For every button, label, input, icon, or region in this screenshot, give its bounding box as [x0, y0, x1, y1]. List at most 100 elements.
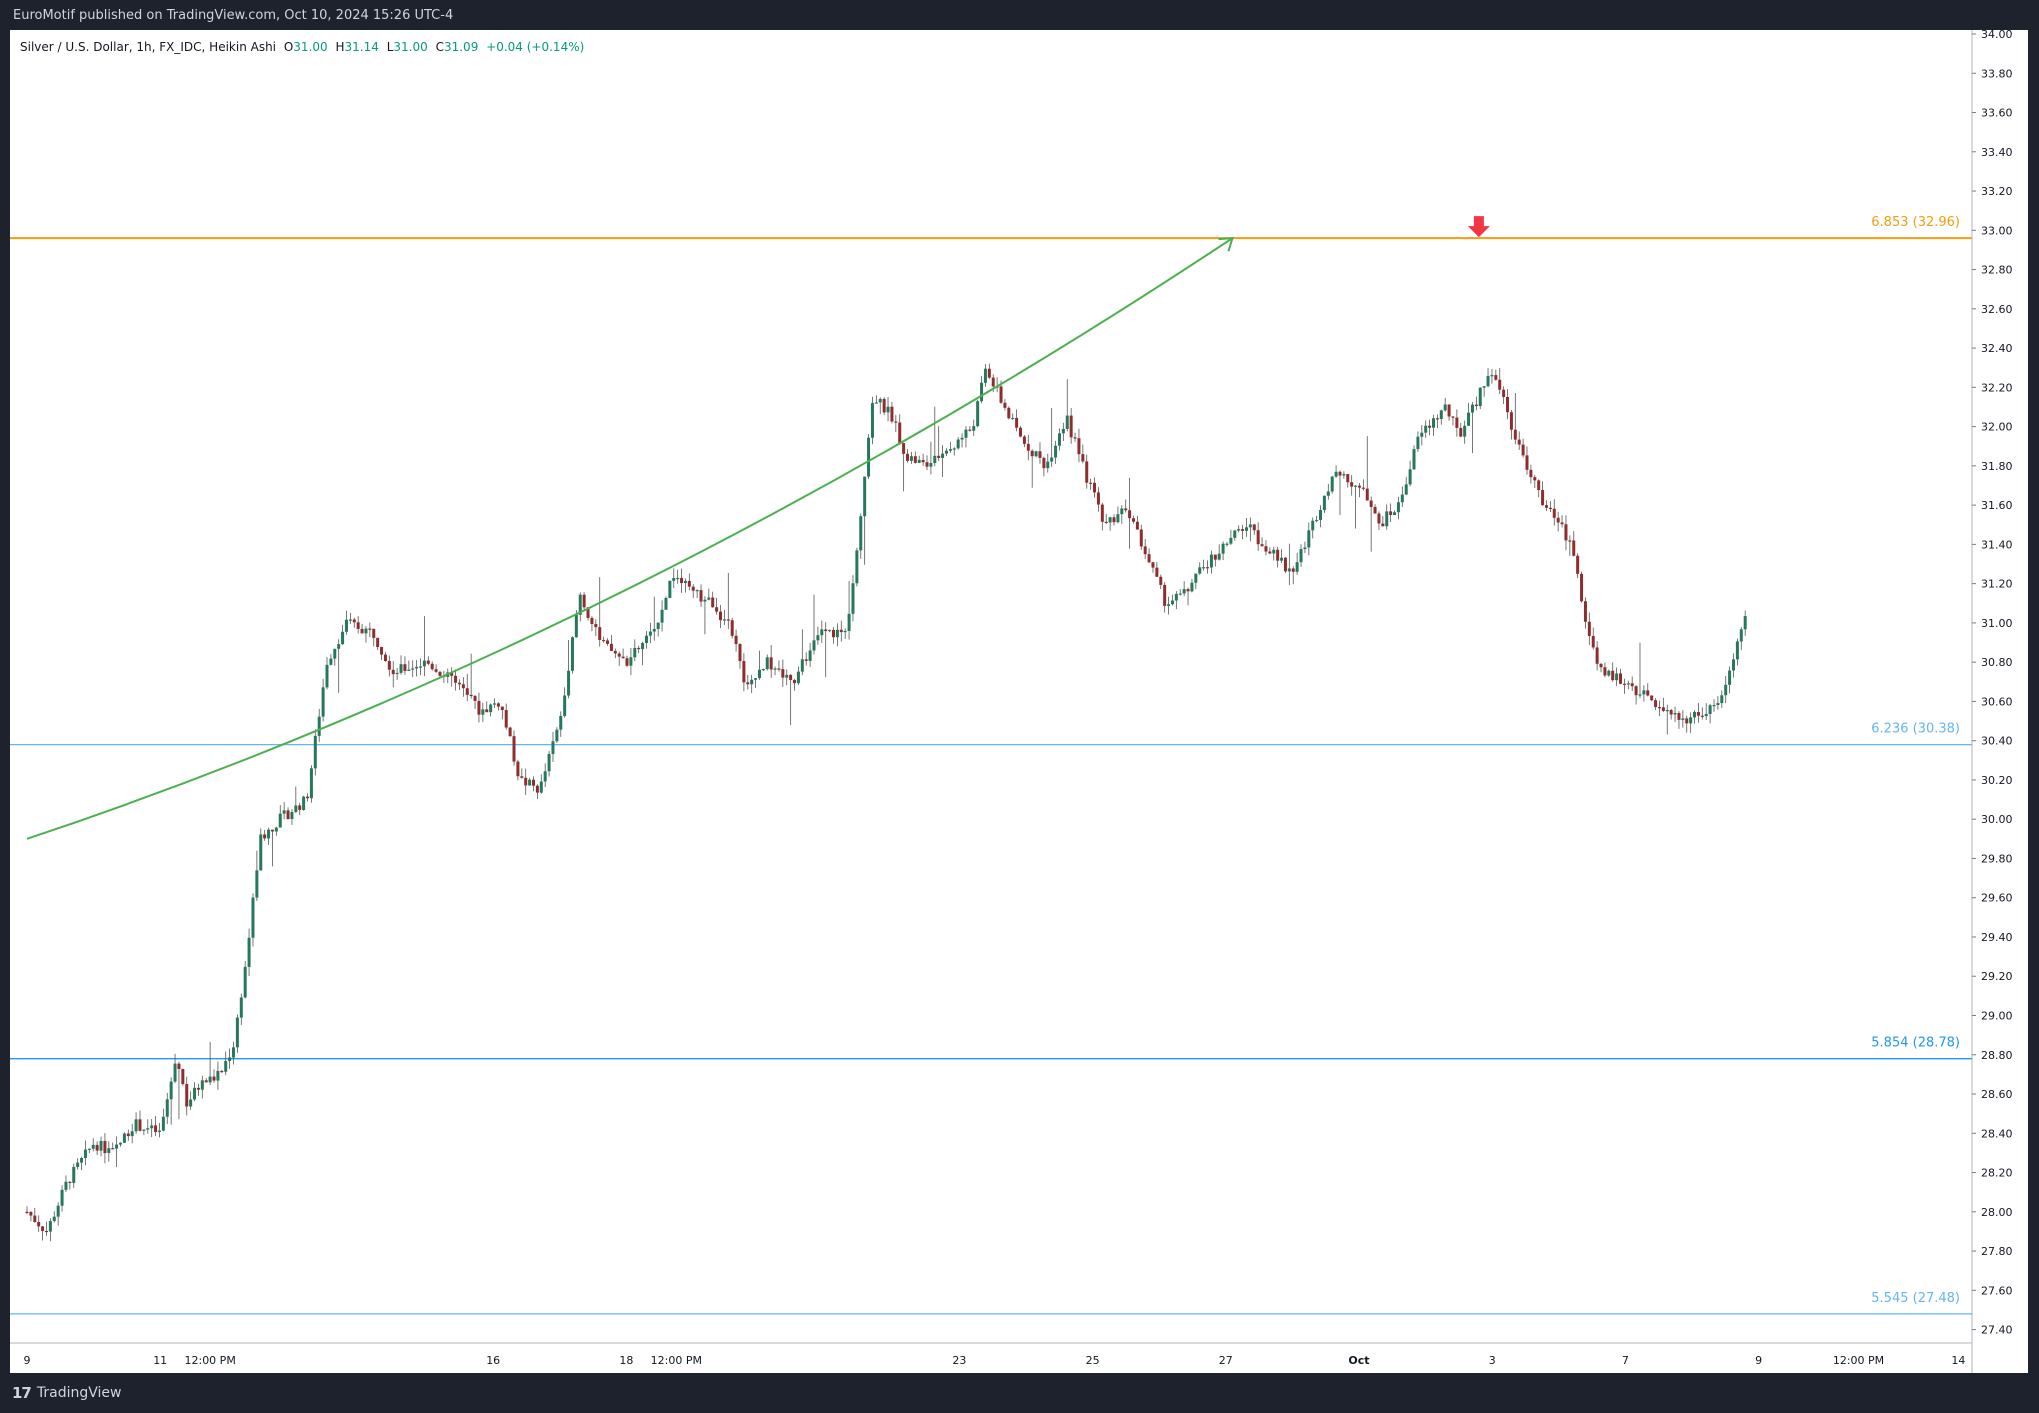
x-tick-label: 11	[153, 1354, 167, 1367]
candle-body	[680, 577, 684, 584]
tradingview-logo[interactable]: 17 TradingView	[12, 1384, 121, 1402]
candle-body	[286, 810, 290, 819]
candle-body	[1716, 703, 1720, 706]
candle-body	[154, 1125, 158, 1133]
candle-body	[126, 1133, 130, 1137]
candle-body	[629, 657, 633, 666]
candle-body	[317, 716, 321, 736]
candle-body	[1412, 449, 1416, 470]
y-tick-label: 32.20	[1981, 381, 2013, 394]
candle-body	[25, 1211, 29, 1213]
publisher-text: EuroMotif published on TradingView.com, …	[13, 8, 454, 23]
candle-body	[1065, 415, 1069, 429]
candle-body	[500, 706, 504, 711]
candle-body	[1696, 712, 1700, 716]
y-tick-label: 29.40	[1981, 931, 2013, 944]
candle-body	[422, 660, 426, 667]
candle-body	[1700, 715, 1704, 717]
candle-body	[1373, 506, 1377, 514]
candle-body	[321, 687, 325, 717]
candle-body	[115, 1144, 119, 1149]
candle-body	[1513, 429, 1517, 440]
candle-body	[111, 1148, 115, 1150]
candle-body	[37, 1221, 41, 1227]
candle-body	[863, 476, 867, 517]
candle-body	[1217, 553, 1221, 560]
candle-body	[1743, 616, 1747, 630]
candle-body	[867, 437, 871, 477]
candle-body	[224, 1061, 228, 1072]
candle-body	[578, 594, 582, 615]
candle-body	[960, 437, 964, 440]
candle-body	[1264, 546, 1268, 552]
x-tick-label: 18	[619, 1354, 633, 1367]
candle-body	[1350, 482, 1354, 487]
candle-body	[1026, 443, 1030, 451]
open-label: O	[283, 40, 294, 54]
candle-body	[216, 1070, 220, 1081]
candle-body	[909, 456, 913, 461]
candle-body	[411, 668, 415, 670]
candle-body	[1420, 432, 1424, 437]
candle-body	[1494, 375, 1498, 380]
chart-frame[interactable]	[10, 30, 2028, 1373]
candle-body	[1708, 705, 1712, 715]
candle-body	[341, 631, 345, 645]
candle-body	[415, 666, 419, 669]
candle-body	[333, 648, 337, 659]
candle-body	[352, 619, 356, 623]
candle-body	[902, 443, 906, 454]
candle-body	[1112, 517, 1116, 523]
candle-body	[1131, 518, 1135, 522]
candle-body	[185, 1084, 189, 1107]
candle-body	[672, 577, 676, 581]
candle-body	[212, 1076, 216, 1081]
candle-body	[1260, 544, 1264, 547]
candle-body	[196, 1087, 200, 1090]
candle-body	[80, 1157, 84, 1163]
candle-body	[1124, 508, 1128, 511]
candle-body	[983, 368, 987, 383]
candle-body	[99, 1140, 103, 1151]
candle-body	[146, 1128, 150, 1130]
candle-body	[707, 597, 711, 600]
candle-body	[1529, 469, 1533, 478]
candle-body	[1096, 492, 1100, 505]
candle-body	[1299, 549, 1303, 563]
candle-body	[1381, 523, 1385, 527]
candle-body	[1661, 707, 1665, 711]
candle-body	[1634, 686, 1638, 696]
candle-body	[1311, 520, 1315, 531]
candle-body	[83, 1149, 87, 1158]
candle-body	[1693, 712, 1697, 718]
footer-bar: 17 TradingView	[0, 1373, 2039, 1413]
candle-body	[976, 401, 980, 427]
candle-body	[882, 398, 886, 413]
candle-body	[1241, 529, 1245, 531]
y-tick-label: 30.60	[1981, 695, 2013, 708]
candle-body	[356, 622, 360, 629]
candle-body	[1108, 517, 1112, 523]
candle-body	[344, 619, 348, 632]
candle-body	[1272, 549, 1276, 554]
candle-body	[1190, 582, 1194, 592]
candle-body	[48, 1221, 52, 1232]
symbol-legend: Silver / U.S. Dollar, 1h, FX_IDC, Heikin…	[20, 40, 588, 54]
candle-body	[1225, 543, 1229, 545]
candle-body	[360, 628, 364, 634]
candle-body	[524, 777, 528, 786]
candle-body	[1163, 584, 1167, 606]
candle-body	[633, 647, 637, 658]
candle-body	[1151, 562, 1155, 568]
candle-body	[473, 695, 477, 701]
y-tick-label: 34.00	[1981, 28, 2013, 41]
candle-body	[1322, 495, 1326, 511]
candle-body	[1525, 455, 1529, 470]
candle-body	[1178, 593, 1182, 595]
candle-body	[1685, 718, 1689, 724]
candle-body	[485, 709, 489, 713]
candle-body	[1022, 436, 1026, 444]
candle-body	[193, 1087, 197, 1100]
publisher-bar: EuroMotif published on TradingView.com, …	[0, 0, 2039, 30]
